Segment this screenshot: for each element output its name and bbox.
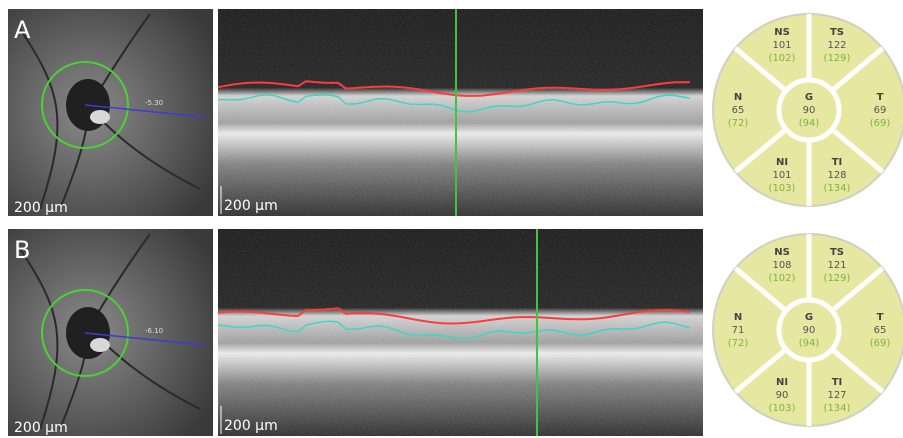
disc-highlight bbox=[90, 338, 110, 352]
fundus-image bbox=[8, 229, 213, 436]
sector-value: 128 bbox=[827, 170, 846, 181]
fundus-scale: 200 µm bbox=[14, 420, 68, 436]
sector-value: 71 bbox=[732, 325, 745, 336]
sector-name: T bbox=[877, 312, 884, 323]
sector-name: TI bbox=[832, 377, 843, 388]
sector-name: NS bbox=[774, 247, 790, 258]
sector-normal: (134) bbox=[824, 403, 851, 414]
sector-normal: (94) bbox=[799, 118, 820, 129]
panel-label: A bbox=[14, 16, 31, 44]
sector-normal: (69) bbox=[870, 338, 891, 349]
sector-name: N bbox=[734, 92, 742, 103]
sector-value: 90 bbox=[803, 325, 816, 336]
sector-value: 101 bbox=[772, 170, 791, 181]
sector-name: G bbox=[805, 92, 813, 103]
sector-normal: (129) bbox=[824, 273, 851, 284]
sector-name: N bbox=[734, 312, 742, 323]
sector-normal: (69) bbox=[870, 118, 891, 129]
sector-name: TS bbox=[830, 27, 844, 38]
sector-normal: (94) bbox=[799, 338, 820, 349]
oct-noise bbox=[218, 9, 703, 216]
sector-value: 122 bbox=[827, 40, 846, 51]
sector-value: 65 bbox=[874, 325, 887, 336]
sector-normal: (103) bbox=[769, 403, 796, 414]
fundus-reading: -6.10 bbox=[145, 327, 163, 335]
oct-noise bbox=[218, 229, 703, 436]
sector-value: 127 bbox=[827, 390, 846, 401]
fundus-image bbox=[8, 9, 213, 216]
sector-name: NS bbox=[774, 27, 790, 38]
sector-name: T bbox=[877, 92, 884, 103]
disc-highlight bbox=[90, 110, 110, 124]
sector-name: NI bbox=[776, 157, 788, 168]
sector-name: G bbox=[805, 312, 813, 323]
sector-normal: (72) bbox=[728, 118, 749, 129]
sector-normal: (103) bbox=[769, 183, 796, 194]
sector-value: 101 bbox=[772, 40, 791, 51]
fundus-reading: -5.30 bbox=[145, 99, 163, 107]
sector-normal: (134) bbox=[824, 183, 851, 194]
sector-value: 69 bbox=[874, 105, 887, 116]
sector-value: 90 bbox=[803, 105, 816, 116]
sector-value: 90 bbox=[776, 390, 789, 401]
sector-name: TS bbox=[830, 247, 844, 258]
sector-normal: (102) bbox=[769, 273, 796, 284]
sector-normal: (129) bbox=[824, 53, 851, 64]
sector-normal: (102) bbox=[769, 53, 796, 64]
sector-value: 65 bbox=[732, 105, 745, 116]
fundus-scale: 200 µm bbox=[14, 200, 68, 216]
oct-scale: 200 µm bbox=[224, 198, 278, 214]
panel-label: B bbox=[14, 236, 30, 264]
oct-scale: 200 µm bbox=[224, 418, 278, 434]
sector-name: TI bbox=[832, 157, 843, 168]
figure: -5.30 A 200 µm 200 µm NS 101 (102) TS 122 (129) N 6… bbox=[0, 0, 903, 438]
sector-name: NI bbox=[776, 377, 788, 388]
sector-normal: (72) bbox=[728, 338, 749, 349]
sector-value: 121 bbox=[827, 260, 846, 271]
sector-value: 108 bbox=[772, 260, 791, 271]
